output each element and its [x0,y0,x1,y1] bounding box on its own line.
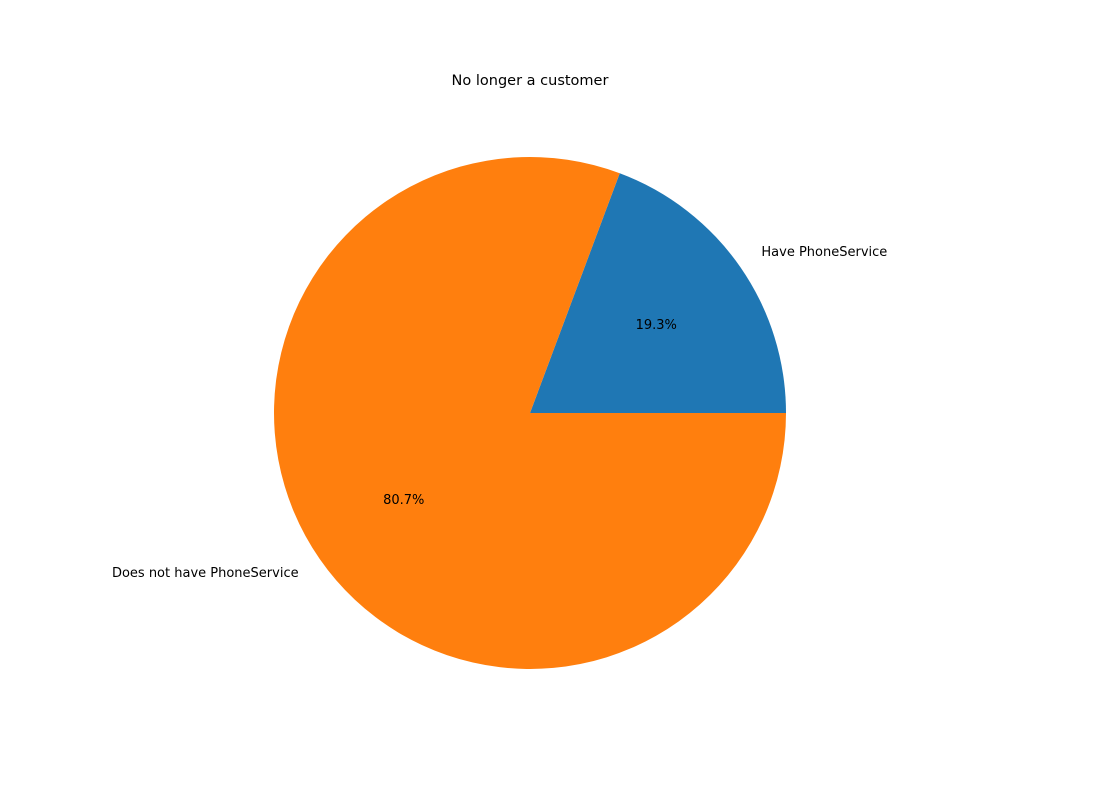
pie-slices [274,156,786,669]
slice-percent-label-1: 19.3% [636,318,677,333]
pie-slice-1 [530,173,786,413]
pie-labels: Have PhoneService 19.3% Does not have Phon… [112,245,887,581]
slice-category-label-2: Does not have PhoneService [112,566,299,581]
chart-title: No longer a customer [452,73,609,89]
pie-slice-2 [274,156,786,669]
slice-percent-label-2: 80.7% [383,493,424,508]
slice-category-label-1: Have PhoneService [761,245,887,260]
